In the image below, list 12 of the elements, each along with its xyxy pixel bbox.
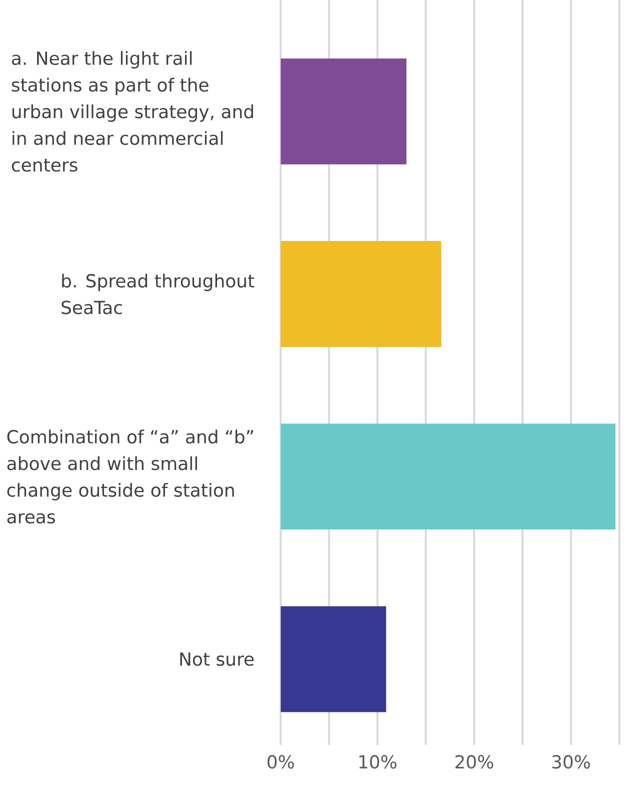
y-tick-label: b. Spread throughout SeaTac [62,274,254,314]
x-tick-label: 10% [359,755,396,769]
y-tick-label: a. Near the light rail stations as part of the urban village strategy, and in and near commercial centers [12,51,254,172]
y-tick-label: Not sure [180,652,254,666]
y-tick-label: Combination of “a” and “b” above and with small change outside of station areas [7,430,254,524]
x-tick-label: 0% [268,755,294,769]
x-tick-label: 30% [552,755,590,769]
bar [280,241,442,347]
x-tick-label: 20% [455,755,494,769]
bar [280,424,616,530]
bar [280,606,386,712]
bar [280,58,406,164]
